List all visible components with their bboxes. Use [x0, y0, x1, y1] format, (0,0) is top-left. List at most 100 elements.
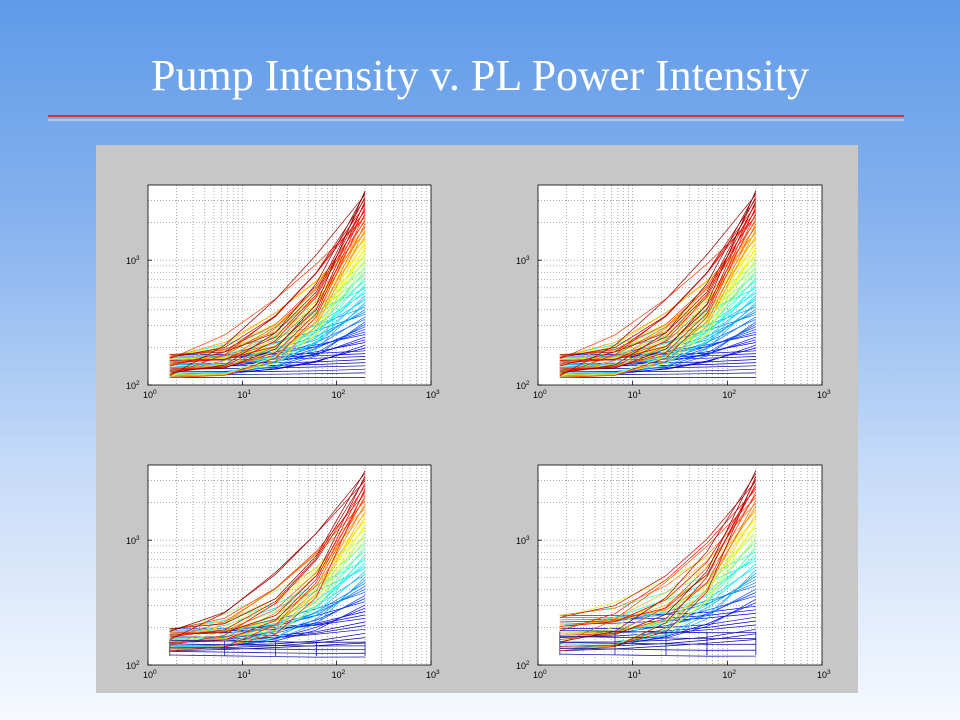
series-line — [169, 198, 366, 358]
series-line — [169, 202, 366, 364]
series-line — [559, 200, 757, 361]
series-line — [169, 621, 366, 638]
series-line — [559, 470, 757, 638]
x-tick-label: 103 — [426, 669, 440, 680]
series-line — [559, 194, 757, 377]
series-line — [559, 233, 757, 358]
series-line — [559, 620, 756, 634]
axes-frame — [537, 184, 823, 386]
series-line — [559, 492, 757, 636]
series-line — [169, 233, 366, 358]
series-line — [559, 514, 757, 634]
x-tick-label: 102 — [722, 669, 736, 680]
series-line — [559, 478, 757, 652]
series-line — [169, 246, 366, 375]
series-line — [559, 548, 757, 649]
x-tick-label: 103 — [817, 389, 831, 400]
box-line — [169, 654, 366, 658]
series-line — [169, 276, 366, 367]
series-line — [169, 537, 366, 631]
y-tick-label: 103 — [516, 535, 530, 546]
axes-frame — [537, 464, 823, 666]
series-line — [559, 500, 757, 649]
series-line — [559, 219, 757, 363]
series-line — [169, 472, 366, 632]
series-line — [559, 190, 757, 371]
series-line — [169, 554, 366, 648]
series-line — [169, 524, 366, 641]
series-line — [559, 202, 757, 364]
series-line — [169, 470, 366, 630]
series-line — [169, 223, 366, 368]
series-line — [559, 246, 757, 375]
series-line — [169, 229, 366, 377]
series-line — [559, 227, 757, 374]
series-line — [559, 314, 756, 364]
x-tick-label: 101 — [237, 669, 251, 680]
series-line — [559, 192, 757, 374]
series-line — [169, 204, 366, 367]
chart-panel-bottom-left: 100 101 102 103 102 103 — [126, 464, 440, 680]
series-line — [559, 244, 757, 373]
x-tick-label: 103 — [426, 389, 440, 400]
series-line — [559, 497, 757, 645]
series-line — [559, 579, 756, 618]
y-tick-label: 102 — [126, 660, 140, 671]
series-curves — [169, 190, 366, 378]
y-tick-label: 103 — [126, 535, 140, 546]
box-line — [559, 653, 756, 657]
series-line — [559, 198, 757, 358]
series-line — [169, 611, 366, 630]
series-line — [169, 576, 366, 646]
series-curves — [559, 190, 757, 378]
series-line — [169, 200, 366, 361]
series-line — [559, 359, 756, 364]
series-line — [169, 244, 366, 373]
figure-panel: 100 101 102 103 102 103 100 101 102 103 102 103 100 1… — [96, 145, 858, 693]
y-tick-label: 103 — [126, 255, 140, 266]
x-tick-label: 100 — [533, 669, 547, 680]
box-lines — [169, 639, 366, 658]
series-line — [169, 488, 366, 649]
x-tick-label: 100 — [143, 389, 157, 400]
x-tick-label: 102 — [722, 389, 736, 400]
grid-lines — [538, 185, 822, 385]
series-line — [559, 265, 757, 377]
series-line — [169, 359, 366, 364]
series-line — [169, 194, 366, 377]
x-tick-label: 100 — [533, 389, 547, 400]
series-line — [169, 475, 366, 635]
x-tick-label: 102 — [332, 389, 346, 400]
series-line — [169, 485, 366, 646]
series-line — [169, 265, 366, 377]
x-tick-label: 100 — [143, 669, 157, 680]
series-line — [559, 481, 757, 618]
chart-panel-bottom-right: 100 101 102 103 102 103 — [516, 464, 831, 680]
chart-panel-top-left: 100 101 102 103 102 103 — [126, 184, 440, 400]
series-line — [169, 480, 366, 641]
y-tick-label: 102 — [516, 660, 530, 671]
y-tick-label: 102 — [126, 380, 140, 391]
series-line — [169, 321, 366, 373]
series-line — [169, 219, 366, 363]
series-line — [169, 628, 366, 643]
y-tick-label: 103 — [516, 255, 530, 266]
series-line — [169, 214, 366, 357]
series-line — [559, 204, 757, 367]
series-line — [169, 302, 366, 374]
series-line — [169, 314, 366, 364]
x-tick-label: 101 — [628, 389, 642, 400]
slide-title: Pump Intensity v. PL Power Intensity — [151, 51, 809, 100]
series-line — [559, 276, 757, 367]
series-line — [169, 192, 366, 374]
title-rule-light — [48, 119, 904, 121]
series-line — [169, 478, 366, 638]
axes-frame — [147, 184, 432, 386]
series-line — [559, 321, 757, 373]
x-tick-label: 101 — [628, 669, 642, 680]
chart-panel-top-right: 100 101 102 103 102 103 — [516, 184, 831, 400]
series-line — [559, 473, 757, 643]
y-tick-label: 102 — [516, 380, 530, 391]
axes-frame — [147, 464, 432, 666]
